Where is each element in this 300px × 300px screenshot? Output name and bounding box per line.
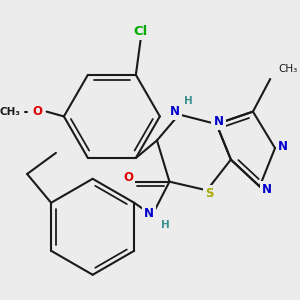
Text: H: H — [184, 96, 193, 106]
Text: CH₃: CH₃ — [0, 106, 21, 117]
Text: H: H — [161, 220, 170, 230]
Text: N: N — [170, 105, 180, 118]
Text: N: N — [278, 140, 288, 153]
Text: N: N — [144, 207, 154, 220]
Text: Cl: Cl — [134, 25, 148, 38]
Text: N: N — [262, 183, 272, 196]
Text: S: S — [206, 187, 214, 200]
Text: N: N — [213, 115, 224, 128]
Text: O: O — [32, 105, 42, 118]
Text: O: O — [123, 171, 133, 184]
Text: CH₃: CH₃ — [278, 64, 297, 74]
